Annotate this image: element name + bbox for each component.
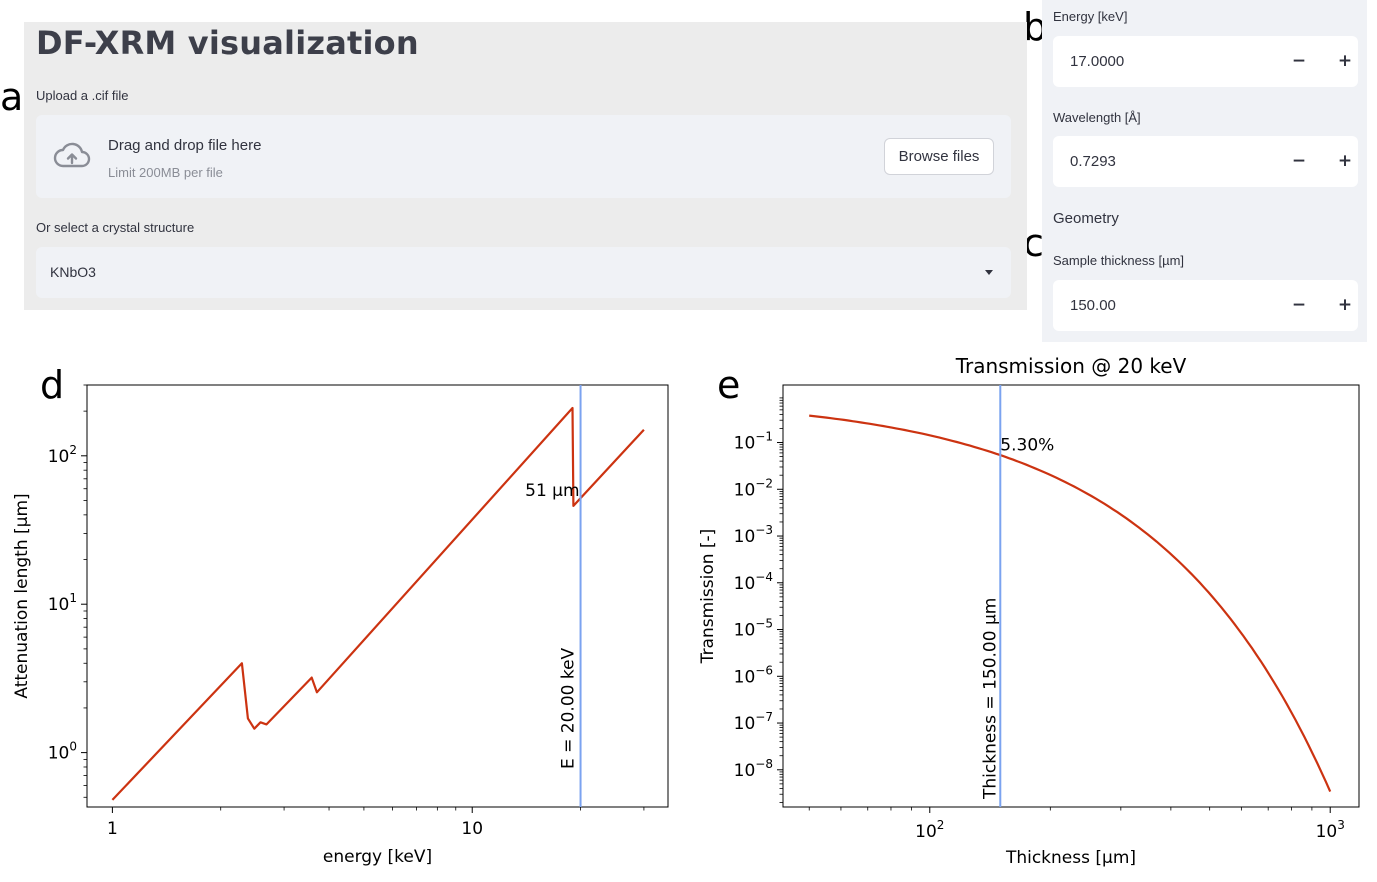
page-title: DF-XRM visualization [36,24,419,62]
upload-label: Upload a .cif file [36,88,129,103]
transmission-chart: 102 103 10−1 10−2 10−3 10−4 10−5 10−6 10−7 10−8 Th… [698,354,1360,868]
x-axis-label: energy [keV] [323,847,432,867]
chevron-down-icon [985,270,993,275]
crystal-select-label: Or select a crystal structure [36,220,195,235]
x-tick-label: 1 [107,819,118,839]
y-axis-label: Transmission [-] [698,529,718,665]
crystal-selected-value: KNbO3 [50,264,96,280]
dropzone-instruction: Drag and drop file here [108,137,262,154]
attenuation-annotation: 51 µm [525,481,579,501]
wavelength-decrement-button[interactable]: − [1291,151,1307,171]
wavelength-increment-button[interactable]: + [1337,151,1353,171]
energy-value: 17.0000 [1070,53,1125,70]
energy-input[interactable]: 17.0000 − + [1053,36,1358,87]
file-dropzone[interactable]: Drag and drop file here Limit 200MB per … [36,115,1011,198]
cloud-upload-icon [52,141,92,175]
transmission-series-line [809,414,1332,793]
x-tick-label: 10 [461,819,483,839]
main-panel: DF-XRM visualization Upload a .cif file … [24,22,1027,310]
thickness-increment-button[interactable]: + [1337,295,1353,315]
wavelength-value: 0.7293 [1070,153,1116,170]
dropzone-limit: Limit 200MB per file [108,165,223,180]
thickness-label: Sample thickness [µm] [1053,253,1185,268]
y-tick-label: 102 [48,443,77,467]
plot-frame [782,384,1360,808]
attenuation-chart: 1 10 100 101 102 E = 20.00 keV 51 µm energy [ke… [12,384,669,867]
y-tick-label: 10−4 [734,570,773,594]
energy-label: Energy [keV] [1053,9,1128,24]
thickness-marker-label: Thickness = 150.00 µm [980,598,1000,800]
y-tick-label: 10−2 [734,476,773,500]
crystal-structure-select[interactable]: KNbO3 [36,247,1011,298]
y-tick-label: 10−5 [734,617,773,641]
x-axis-label: Thickness [µm] [1005,848,1136,868]
thickness-decrement-button[interactable]: − [1291,295,1307,315]
panel-letter-a: a [0,75,24,119]
wavelength-label: Wavelength [Å] [1053,110,1141,125]
y-tick-label: 101 [48,591,77,615]
x-tick-label: 102 [915,818,944,842]
transmission-annotation: 5.30% [1000,435,1054,455]
y-tick-label: 10−1 [734,430,773,454]
attenuation-series-line [111,406,645,801]
browse-files-button[interactable]: Browse files [884,138,994,175]
wavelength-input[interactable]: 0.7293 − + [1053,136,1358,187]
y-axis-label: Attenuation length [µm] [12,493,32,698]
y-tick-label: 10−6 [734,663,773,687]
y-tick-label: 100 [48,740,77,764]
y-tick-label: 10−8 [734,757,773,781]
thickness-input[interactable]: 150.00 − + [1053,280,1358,331]
chart-title: Transmission @ 20 keV [955,354,1187,378]
energy-increment-button[interactable]: + [1337,51,1353,71]
x-tick-label: 103 [1316,818,1345,842]
panel-letter-e: e [717,363,741,407]
plot-frame [86,384,669,808]
panel-letter-d: d [40,363,65,407]
y-tick-label: 10−3 [734,523,773,547]
panel-letter-c: c [1023,221,1044,265]
energy-decrement-button[interactable]: − [1291,51,1307,71]
energy-marker-label: E = 20.00 keV [559,647,579,769]
thickness-value: 150.00 [1070,297,1116,314]
y-tick-label: 10−7 [734,710,773,734]
sidebar: Energy [keV] 17.0000 − + Wavelength [Å] … [1042,0,1367,342]
geometry-heading: Geometry [1053,210,1119,227]
